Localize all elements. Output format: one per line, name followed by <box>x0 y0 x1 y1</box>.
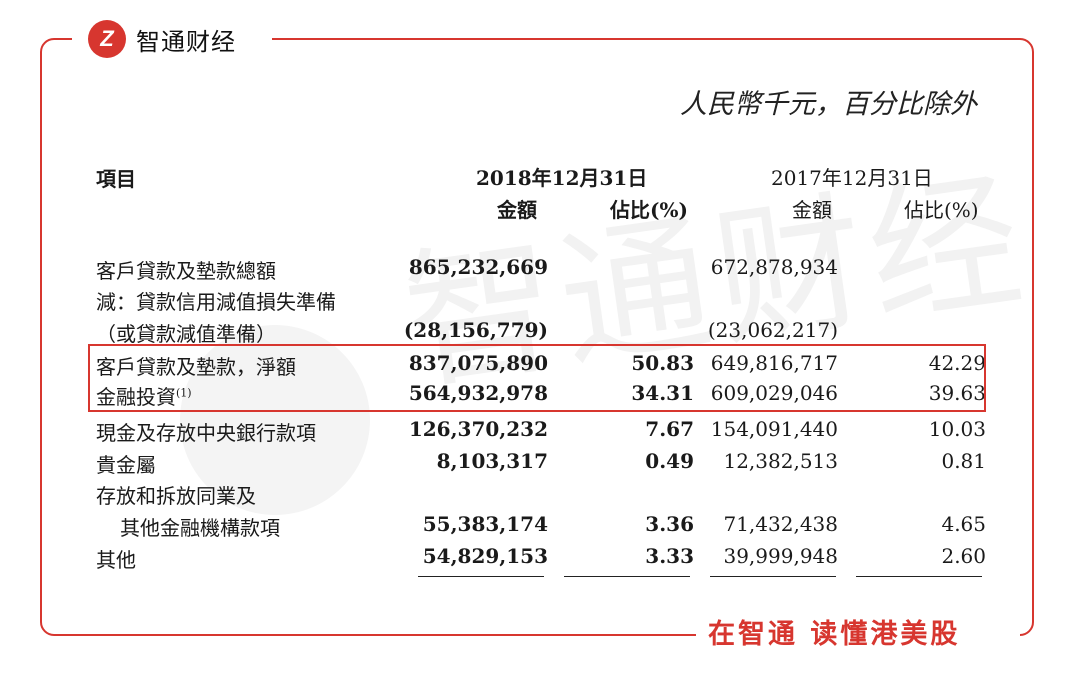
table-row: 金融投資(1) 564,932,978 34.31 609,029,046 39… <box>96 381 986 410</box>
amount-2017: 71,432,438 <box>723 512 838 536</box>
header-ratio-2018: 佔比(%) <box>610 198 688 222</box>
amount-2017: 12,382,513 <box>723 449 838 473</box>
row-label: 現金及存放中央銀行款項 <box>96 421 316 445</box>
table-row: 貴金屬 8,103,317 0.49 12,382,513 0.81 <box>96 449 986 477</box>
slogan-background <box>696 612 1020 652</box>
row-label: 其他 <box>96 548 136 572</box>
amount-2018: 837,075,890 <box>408 351 548 375</box>
ratio-2017: 2.60 <box>941 544 986 568</box>
header-item: 項目 <box>96 167 136 191</box>
slogan: 在智通 读懂港美股 <box>708 619 961 650</box>
ratio-2018: 50.83 <box>631 351 694 375</box>
row-label: 減：貸款信用減值損失準備 <box>96 290 336 314</box>
total-underline <box>418 576 544 577</box>
header-period-2018: 2018年12月31日 <box>476 166 648 190</box>
table-row: 客戶貸款及墊款，淨額 837,075,890 50.83 649,816,717… <box>96 351 986 379</box>
row-label: 客戶貸款及墊款總額 <box>96 259 276 283</box>
ratio-2017: 0.81 <box>941 449 986 473</box>
total-underline <box>564 576 690 577</box>
table-row: 減：貸款信用減值損失準備 <box>96 286 986 314</box>
table-row: 其他 54,829,153 3.33 39,999,948 2.60 <box>96 544 986 572</box>
row-label: 其他金融機構款項 <box>120 516 280 540</box>
total-underline <box>856 576 982 577</box>
brand-name: 智通财经 <box>136 28 236 56</box>
table-row: （或貸款減值準備） (28,156,779) (23,062,217) <box>96 318 986 346</box>
ratio-2017: 42.29 <box>928 351 986 375</box>
amount-2017: (23,062,217) <box>707 318 838 342</box>
amount-2018: 8,103,317 <box>436 449 548 473</box>
table-row: 其他金融機構款項 55,383,174 3.36 71,432,438 4.65 <box>96 512 986 540</box>
total-underline <box>710 576 836 577</box>
row-label: 客戶貸款及墊款，淨額 <box>96 355 296 379</box>
ratio-2018: 3.36 <box>645 512 694 536</box>
amount-2017: 609,029,046 <box>710 381 838 405</box>
highlight-box <box>88 344 986 412</box>
table-row: 存放和拆放同業及 <box>96 480 986 508</box>
ratio-2017: 39.63 <box>928 381 986 405</box>
table-row: 現金及存放中央銀行款項 126,370,232 7.67 154,091,440… <box>96 417 986 445</box>
ratio-2018: 7.67 <box>645 417 694 441</box>
footnote-marker: (1) <box>176 386 192 400</box>
amount-2018: 55,383,174 <box>422 512 548 536</box>
amount-2018: 126,370,232 <box>408 417 548 441</box>
amount-2017: 672,878,934 <box>710 255 838 279</box>
amount-2017: 39,999,948 <box>723 544 838 568</box>
unit-note: 人民幣千元，百分比除外 <box>680 89 977 120</box>
brand-logo-icon: Z <box>88 20 126 58</box>
header-period-2017: 2017年12月31日 <box>771 166 933 190</box>
amount-2017: 154,091,440 <box>710 417 838 441</box>
amount-2018: 54,829,153 <box>422 544 548 568</box>
ratio-2018: 34.31 <box>631 381 694 405</box>
row-label: 貴金屬 <box>96 453 156 477</box>
amount-2018: (28,156,779) <box>403 318 548 342</box>
ratio-2018: 3.33 <box>645 544 694 568</box>
header-amount-2017: 金額 <box>792 198 832 222</box>
row-label: （或貸款減值準備） <box>96 322 276 346</box>
ratio-2017: 4.65 <box>941 512 986 536</box>
header-amount-2018: 金額 <box>497 198 537 222</box>
row-label: 存放和拆放同業及 <box>96 484 256 508</box>
watermark-logo-circle <box>180 325 370 515</box>
amount-2018: 865,232,669 <box>408 255 548 279</box>
amount-2018: 564,932,978 <box>408 381 548 405</box>
ratio-2018: 0.49 <box>645 449 694 473</box>
header-ratio-2017: 佔比(%) <box>904 198 979 222</box>
amount-2017: 649,816,717 <box>710 351 838 375</box>
content-frame <box>40 38 1034 636</box>
ratio-2017: 10.03 <box>928 417 986 441</box>
table-row: 客戶貸款及墊款總額 865,232,669 672,878,934 <box>96 255 986 283</box>
row-label: 金融投資(1) <box>96 381 192 410</box>
row-label-text: 金融投資 <box>96 385 176 409</box>
